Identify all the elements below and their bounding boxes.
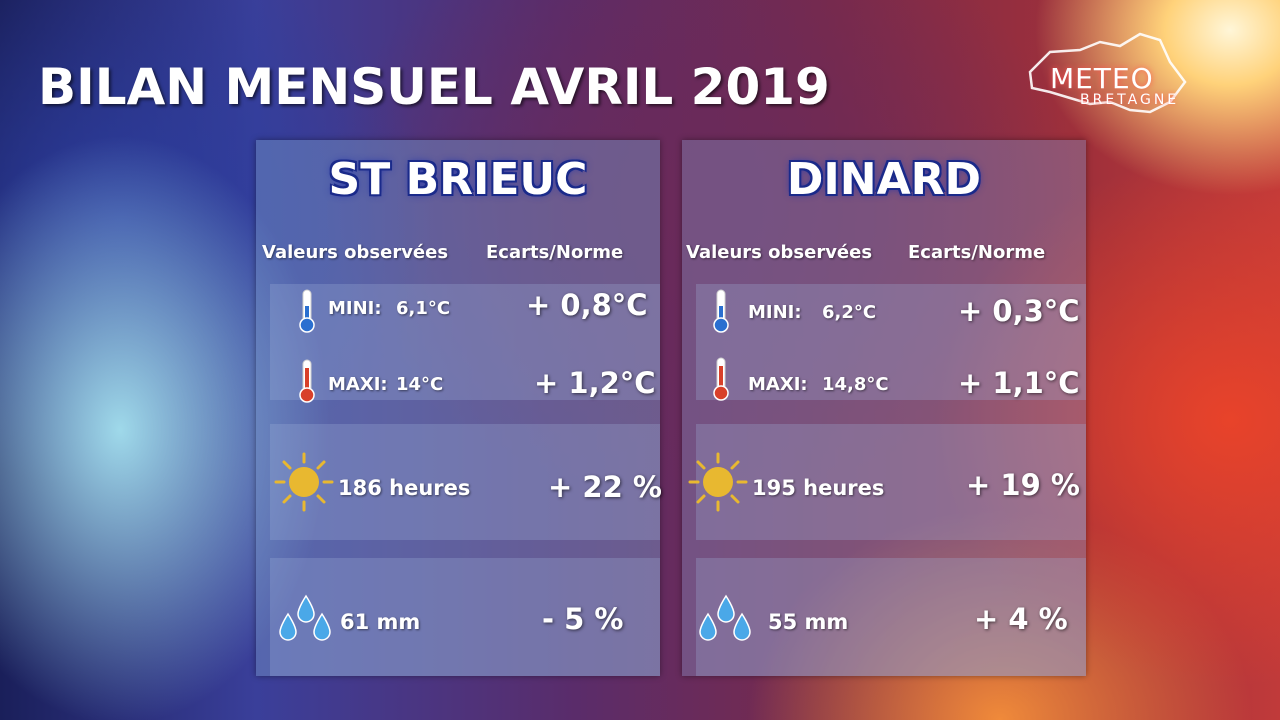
sun-icon [688,452,748,512]
sunshine-value: 186 heures [338,476,471,500]
max-value: 14,8°C [822,374,889,395]
observed-header: Valeurs observées [686,242,873,263]
station-panel-st-brieuc: ST BRIEUC Valeurs observées Ecarts/Norme… [256,140,662,676]
rain-band [270,558,660,676]
sun-icon [274,452,334,512]
meteo-bretagne-logo: METEO BRETAGNE [1020,22,1200,142]
min-deviation: + 0,8°C [526,288,648,322]
raindrops-icon [699,594,751,641]
thermometer-cold-icon [713,289,729,333]
page-title: BILAN MENSUEL AVRIL 2019 [38,58,830,116]
thermometer-hot-icon [299,359,315,403]
max-deviation: + 1,2°C [534,366,656,400]
brittany-map-icon [1028,32,1187,114]
station-panel-dinard: DINARD Valeurs observées Ecarts/Norme MI… [682,140,1086,676]
max-label: MAXI: [748,374,808,395]
min-label: MINI: [748,302,802,323]
raindrops-icon [279,594,331,641]
max-value: 14°C [396,374,444,395]
temperature-band [696,284,1086,400]
station-name: DINARD [786,154,982,205]
sunshine-band [270,424,660,540]
sunshine-deviation: + 22 % [548,470,662,504]
deviation-header: Ecarts/Norme [486,242,624,263]
rain-value: 61 mm [340,610,421,634]
min-value: 6,1°C [396,298,451,319]
max-label: MAXI: [328,374,388,395]
max-deviation: + 1,1°C [958,366,1080,400]
thermometer-hot-icon [713,357,729,401]
thermometer-cold-icon [299,289,315,333]
temperature-band [270,284,660,400]
min-label: MINI: [328,298,382,319]
observed-header: Valeurs observées [262,242,449,263]
logo-text: METEO [1050,62,1154,95]
sunshine-band [696,424,1086,540]
sunshine-deviation: + 19 % [966,468,1080,502]
station-name: ST BRIEUC [328,154,588,205]
deviation-header: Ecarts/Norme [908,242,1046,263]
min-deviation: + 0,3°C [958,294,1080,328]
rain-band [696,558,1086,676]
rain-value: 55 mm [768,610,849,634]
min-value: 6,2°C [822,302,877,323]
rain-deviation: + 4 % [974,602,1068,636]
rain-deviation: - 5 % [542,602,624,636]
logo-subtext: BRETAGNE [1080,92,1180,108]
sunshine-value: 195 heures [752,476,885,500]
